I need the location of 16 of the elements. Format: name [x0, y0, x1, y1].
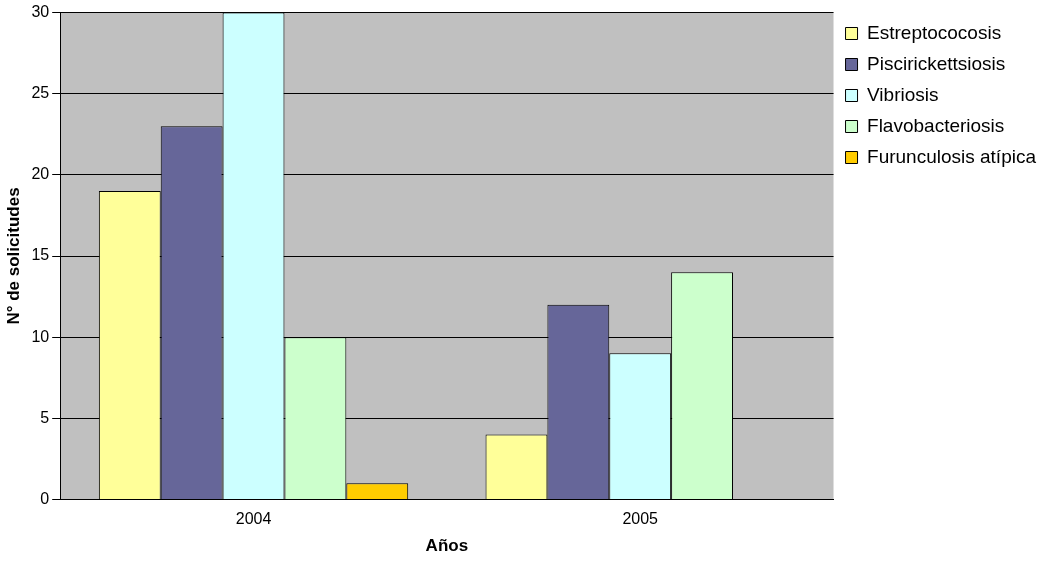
- x-axis-title: Años: [425, 536, 469, 556]
- legend-label: Vibriosis: [867, 83, 939, 105]
- y-tick-label: 10: [31, 327, 50, 345]
- y-tick-label: 25: [31, 84, 50, 102]
- legend-label: Furunculosis atípica: [867, 145, 1037, 167]
- y-tick-label: 15: [31, 246, 50, 264]
- y-tick-label: 0: [40, 489, 50, 507]
- legend-label: Flavobacteriosis: [867, 114, 1005, 136]
- y-tick-label: 20: [31, 165, 50, 183]
- y-tick-label: 30: [31, 3, 50, 21]
- x-tick-label: 2005: [622, 510, 659, 528]
- legend-label: Piscirickettsiosis: [867, 52, 1006, 74]
- y-axis-title: N° de solicitudes: [3, 187, 23, 325]
- y-tick-label: 5: [40, 408, 50, 426]
- legend-label: Estreptococosis: [867, 21, 1002, 43]
- x-tick-label: 2004: [235, 510, 272, 528]
